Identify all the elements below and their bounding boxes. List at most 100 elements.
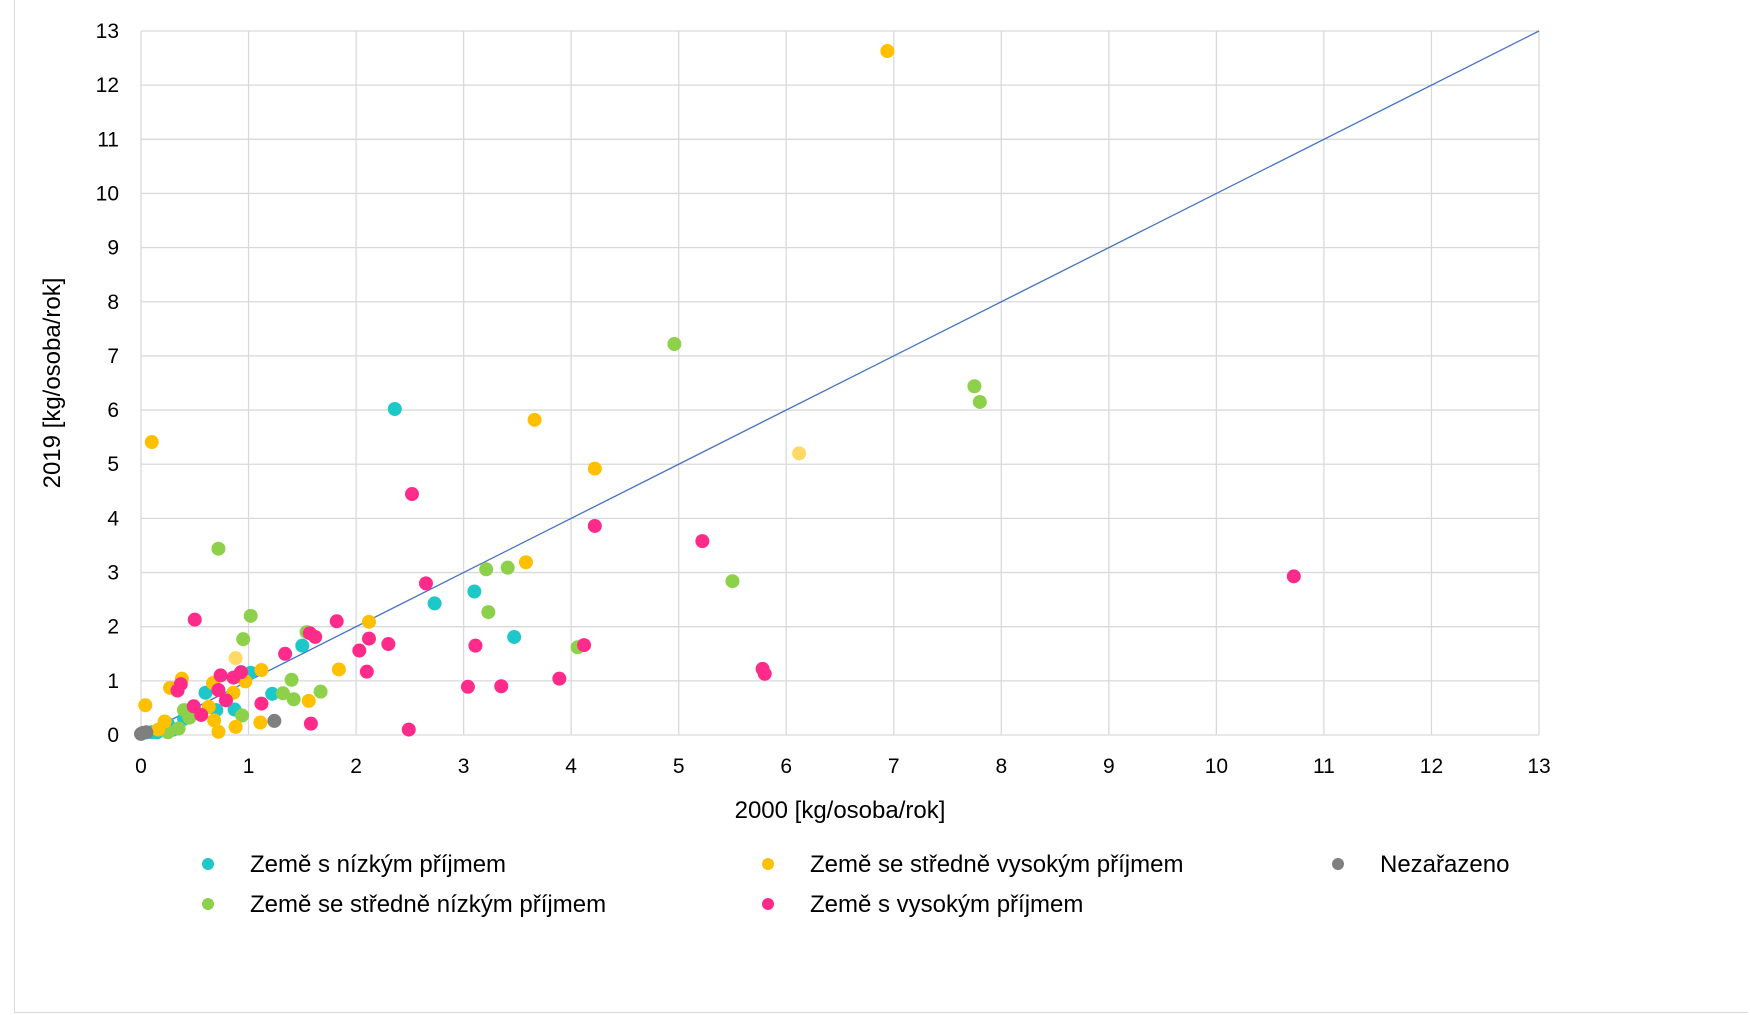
data-point	[302, 626, 317, 641]
data-point	[587, 461, 602, 476]
data-point	[301, 693, 316, 708]
data-point	[213, 668, 228, 683]
data-point	[254, 663, 269, 678]
data-point	[235, 708, 250, 723]
data-points	[134, 44, 1301, 741]
data-point	[577, 638, 592, 653]
data-point	[967, 379, 982, 394]
data-point	[481, 605, 496, 620]
x-axis-ticks: 0 1 2 3 4 5 6 7 8 9 10 11 12 13	[135, 755, 1551, 778]
legend-marker	[762, 898, 774, 910]
data-point	[587, 518, 602, 533]
series-4	[134, 713, 282, 741]
legend-label: Země se středně nízkým příjmem	[250, 891, 606, 918]
legend-label: Země se středně vysokým příjmem	[810, 851, 1183, 878]
x-tick-label: 1	[243, 755, 255, 778]
series-1	[160, 337, 987, 740]
legend-marker	[1332, 858, 1344, 870]
data-point	[331, 662, 346, 677]
diagonal-reference-line	[140, 30, 1540, 736]
y-tick-label: 1	[107, 670, 119, 693]
data-point	[228, 651, 243, 666]
data-point	[254, 696, 269, 711]
data-point	[265, 686, 280, 701]
x-tick-label: 7	[888, 755, 900, 778]
data-point	[198, 685, 213, 700]
legend-marker	[762, 858, 774, 870]
data-point	[757, 666, 772, 681]
data-point	[527, 412, 542, 427]
data-point	[500, 560, 515, 575]
legend-item: Země se středně nízkým příjmem	[202, 891, 606, 918]
data-point	[194, 707, 209, 722]
x-tick-label: 4	[565, 755, 577, 778]
legend-marker	[202, 898, 214, 910]
data-point	[494, 679, 509, 694]
data-point	[361, 631, 376, 646]
x-tick-label: 0	[135, 755, 147, 778]
data-point	[228, 719, 243, 734]
data-point	[144, 435, 159, 450]
data-point	[278, 646, 293, 661]
data-point	[134, 726, 148, 741]
data-point	[880, 44, 895, 59]
y-tick-label: 6	[107, 399, 119, 422]
data-point	[552, 671, 567, 686]
x-axis-title: 2000 [kg/osoba/rok]	[735, 797, 946, 824]
chart-frame: 0 1 2 3 4 5 6 7 8 9 10 11 12 13 0 1 2 3 4 5 6 7 8 9 10 11 12 13 20…	[14, 0, 1748, 1013]
data-point	[313, 684, 328, 699]
data-point	[218, 693, 233, 708]
data-point	[171, 721, 186, 736]
faded-points	[228, 446, 807, 666]
data-point	[187, 612, 202, 627]
y-tick-label: 12	[96, 74, 119, 97]
y-tick-label: 3	[107, 562, 119, 585]
legend: Země s nízkým příjmem Země se středně níz…	[202, 851, 1509, 918]
data-point	[404, 487, 419, 502]
y-tick-label: 5	[107, 453, 119, 476]
data-point	[467, 584, 482, 599]
y-tick-label: 13	[96, 20, 119, 43]
data-point	[303, 716, 318, 731]
data-point	[695, 534, 710, 549]
data-point	[138, 698, 153, 713]
data-point	[1286, 569, 1301, 584]
y-tick-label: 2	[107, 616, 119, 639]
data-point	[792, 446, 807, 461]
legend-label: Země s nízkým příjmem	[250, 851, 506, 878]
y-tick-label: 9	[107, 237, 119, 260]
data-point	[211, 541, 226, 556]
legend-label: Země s vysokým příjmem	[810, 891, 1083, 918]
data-point	[170, 683, 185, 698]
legend-label: Nezařazeno	[1380, 851, 1509, 878]
data-point	[151, 722, 166, 737]
data-point	[427, 596, 442, 611]
legend-item: Země s nízkým příjmem	[202, 851, 506, 878]
x-tick-label: 5	[673, 755, 685, 778]
data-point	[286, 692, 301, 707]
x-tick-label: 13	[1527, 755, 1550, 778]
reference-line	[140, 30, 1540, 736]
x-tick-label: 2	[350, 755, 362, 778]
data-point	[468, 638, 483, 653]
data-point	[211, 724, 226, 739]
grid	[140, 30, 1540, 736]
y-tick-label: 7	[107, 345, 119, 368]
data-point	[361, 614, 376, 629]
series-3	[170, 487, 1301, 737]
data-point	[352, 643, 367, 658]
data-point	[226, 670, 241, 685]
y-tick-label: 11	[97, 128, 119, 151]
legend-item: Země se středně vysokým příjmem	[762, 851, 1183, 878]
data-point	[518, 555, 533, 570]
data-point	[507, 629, 522, 644]
data-point	[387, 401, 402, 416]
data-point	[460, 679, 475, 694]
legend-item: Nezařazeno	[1332, 851, 1509, 878]
x-tick-label: 9	[1103, 755, 1115, 778]
x-tick-label: 3	[458, 755, 470, 778]
y-tick-label: 10	[96, 182, 119, 205]
y-tick-label: 0	[107, 724, 119, 747]
